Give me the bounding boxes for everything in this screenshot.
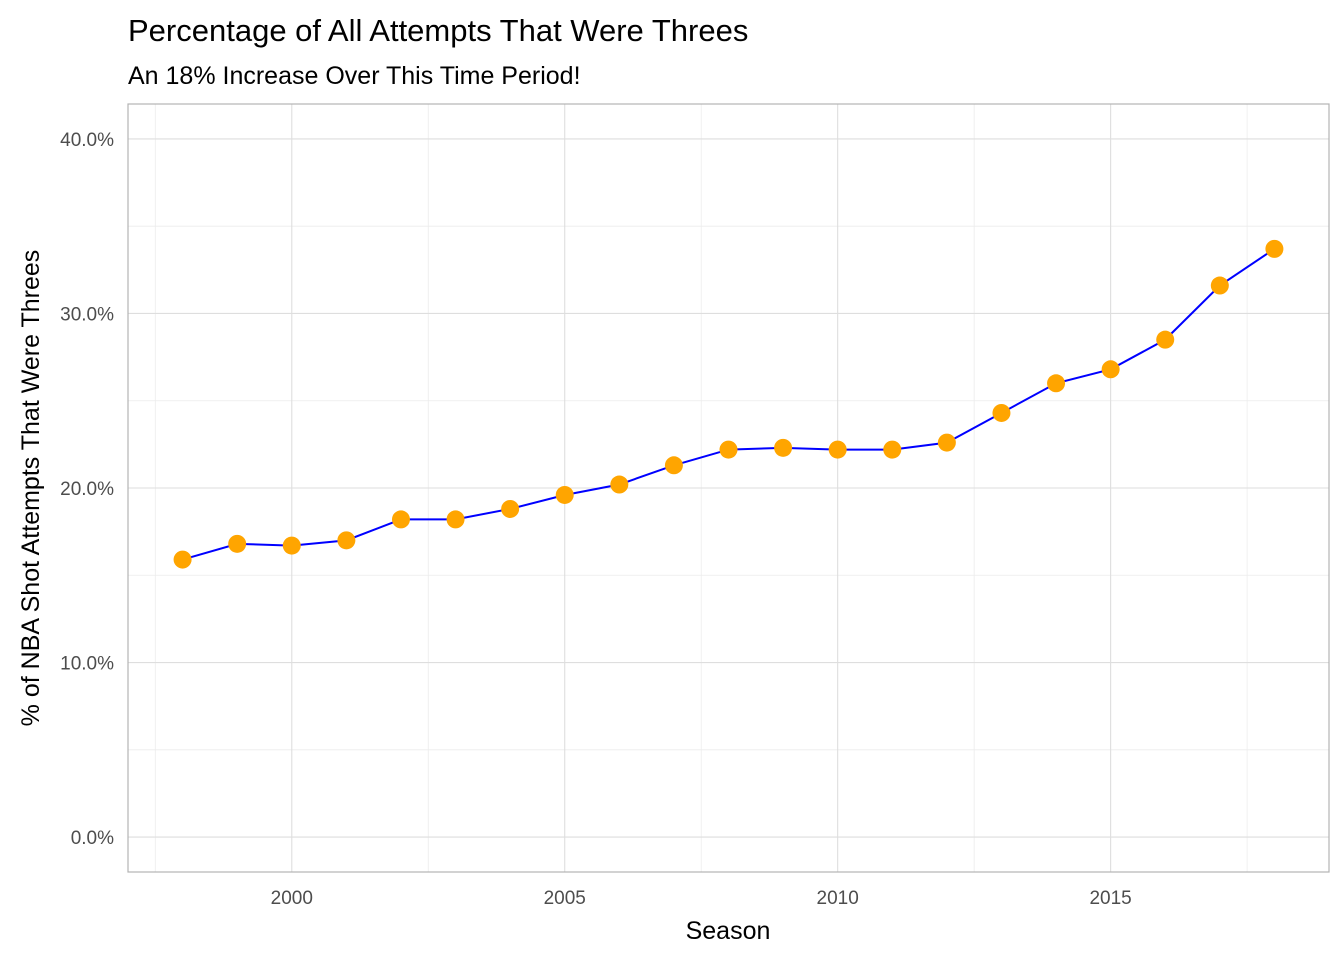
chart-title: Percentage of All Attempts That Were Thr… bbox=[128, 13, 748, 48]
y-tick-label: 10.0% bbox=[60, 654, 114, 675]
x-tick-label: 2005 bbox=[544, 888, 586, 909]
data-point bbox=[446, 510, 465, 529]
data-point bbox=[337, 531, 356, 550]
data-point bbox=[937, 433, 956, 452]
data-point bbox=[719, 440, 738, 459]
data-point bbox=[1156, 330, 1175, 349]
y-tick-label: 0.0% bbox=[71, 828, 114, 849]
data-point bbox=[1210, 276, 1229, 295]
data-point bbox=[828, 440, 847, 459]
y-tick-label: 20.0% bbox=[60, 479, 114, 500]
y-axis-title: % of NBA Shot Attempts That Were Threes bbox=[17, 250, 45, 727]
x-tick-label: 2000 bbox=[271, 888, 313, 909]
y-tick-label: 30.0% bbox=[60, 304, 114, 325]
y-tick-label: 40.0% bbox=[60, 130, 114, 151]
data-point bbox=[501, 499, 520, 518]
data-point bbox=[282, 536, 301, 555]
data-point bbox=[1265, 239, 1284, 258]
data-point bbox=[1047, 374, 1066, 393]
data-point bbox=[610, 475, 629, 494]
major-gridlines bbox=[128, 104, 1329, 872]
data-point bbox=[992, 403, 1011, 422]
data-point bbox=[664, 456, 683, 475]
data-point bbox=[228, 534, 247, 553]
y-axis-tick-labels: 0.0% 10.0% 20.0% 30.0% 40.0% bbox=[60, 130, 114, 849]
chart-subtitle: An 18% Increase Over This Time Period! bbox=[128, 62, 581, 90]
data-point bbox=[555, 485, 574, 504]
data-point bbox=[883, 440, 902, 459]
data-point bbox=[1101, 360, 1120, 379]
plot-panel-border bbox=[127, 103, 1330, 873]
x-axis-title: Season bbox=[686, 917, 771, 945]
series-layer bbox=[173, 239, 1284, 569]
data-point bbox=[774, 438, 793, 457]
x-tick-label: 2015 bbox=[1089, 888, 1131, 909]
data-point bbox=[173, 550, 192, 569]
x-tick-label: 2010 bbox=[817, 888, 859, 909]
x-axis-tick-labels: 2000 2005 2010 2015 bbox=[271, 888, 1132, 909]
data-point bbox=[391, 510, 410, 529]
